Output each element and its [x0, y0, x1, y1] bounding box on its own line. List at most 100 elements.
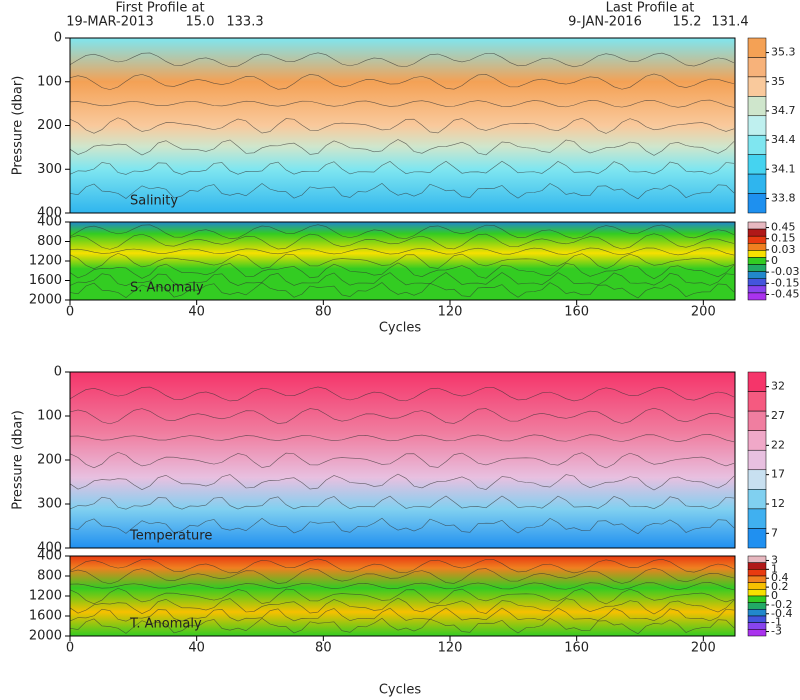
- first-label: First Profile at: [115, 1, 204, 16]
- x-tick-label: 120: [438, 305, 463, 320]
- colorbar-label: 17: [771, 468, 785, 481]
- y-tick-label: 1200: [29, 254, 62, 269]
- contour-line: [69, 451, 735, 469]
- colorbar-swatch: [747, 193, 767, 214]
- y-tick-label: 800: [37, 569, 62, 584]
- colorbar-swatch: [747, 57, 767, 78]
- colorbar-label: -1: [771, 616, 782, 629]
- x-tick-label: 160: [564, 305, 589, 320]
- x-axis-label: Cycles: [379, 321, 422, 336]
- colorbar-label: 34.1: [771, 162, 796, 175]
- colorbar-label: 0.03: [771, 243, 796, 256]
- colorbar-swatch: [747, 562, 767, 570]
- contour-line: [69, 272, 735, 286]
- colorbar-label: -0.03: [771, 265, 799, 278]
- colorbar-swatch: [747, 173, 767, 194]
- contour-line: [69, 434, 735, 443]
- colorbar-label: 22: [771, 438, 785, 451]
- y-tick-label: 100: [37, 74, 62, 89]
- colorbar-swatch: [747, 257, 767, 265]
- contour-line: [69, 517, 735, 535]
- y-tick-label: 100: [37, 409, 62, 424]
- colorbar-swatch: [747, 221, 767, 230]
- colorbar-label: 0.4: [771, 571, 789, 584]
- colorbar-swatch: [747, 430, 767, 451]
- colorbar-label: 12: [771, 497, 785, 510]
- colorbar-swatch: [747, 622, 767, 630]
- contour-line: [69, 262, 735, 280]
- colorbar-swatch: [747, 555, 767, 563]
- x-tick-label: 0: [66, 641, 74, 656]
- x-tick-label: 80: [315, 305, 332, 320]
- contour-line: [69, 495, 735, 510]
- colorbar-label: -0.2: [771, 598, 792, 611]
- x-axis-label: Cycles: [379, 683, 422, 698]
- y-axis-label: Pressure (dbar): [11, 76, 26, 176]
- colorbar-swatch: [747, 235, 767, 244]
- contour-line: [69, 607, 735, 622]
- colorbar-label: 35: [771, 75, 785, 88]
- y-tick-label: 1200: [29, 589, 62, 604]
- colorbar-label: 35.3: [771, 46, 796, 59]
- colorbar-swatch: [747, 595, 767, 603]
- colorbar-label: -0.15: [771, 276, 799, 289]
- colorbar-label: 0: [771, 589, 778, 602]
- last-lat: 15.2: [673, 15, 702, 30]
- contour-line: [69, 160, 735, 175]
- x-tick-label: 120: [438, 641, 463, 656]
- contour-line: [69, 386, 735, 402]
- colorbar-swatch: [747, 134, 767, 155]
- colorbar-label: 34.4: [771, 133, 796, 146]
- colorbar-swatch: [747, 569, 767, 577]
- colorbar-label: 0.2: [771, 580, 789, 593]
- colorbar-swatch: [747, 609, 767, 617]
- contour-line: [69, 52, 735, 68]
- panel-label: Salinity: [130, 194, 178, 209]
- colorbar-swatch: [747, 469, 767, 490]
- y-tick-label: 300: [37, 497, 62, 512]
- x-tick-label: 200: [691, 641, 716, 656]
- colorbar-swatch: [747, 449, 767, 471]
- colorbar-label: 0: [771, 254, 778, 267]
- colorbar-label: 34.7: [771, 104, 796, 117]
- colorbar-swatch: [747, 228, 767, 237]
- colorbar-swatch: [747, 76, 767, 97]
- x-tick-label: 40: [188, 305, 205, 320]
- colorbar-label: 1: [771, 562, 778, 575]
- x-tick-label: 160: [564, 641, 589, 656]
- y-tick-label: 0: [54, 31, 62, 46]
- colorbar-swatch: [747, 271, 767, 279]
- field: [70, 556, 735, 636]
- colorbar-label: -0.4: [771, 607, 792, 620]
- y-tick-label: 300: [37, 162, 62, 177]
- colorbar-label: 3: [771, 553, 778, 566]
- first-lat: 15.0: [186, 15, 215, 30]
- contour-line: [69, 597, 735, 615]
- y-tick-label: 200: [37, 453, 62, 468]
- contour-line: [69, 224, 735, 240]
- colorbar-label: 27: [771, 409, 785, 422]
- colorbar-label: -0.45: [771, 287, 799, 300]
- panel-label: Temperature: [129, 529, 212, 544]
- x-tick-label: 0: [66, 305, 74, 320]
- colorbar-swatch: [747, 615, 767, 623]
- colorbar-swatch: [747, 278, 767, 287]
- colorbar-swatch: [747, 264, 767, 272]
- contour-line: [69, 233, 735, 250]
- colorbar-label: 33.8: [771, 191, 796, 204]
- contour-line: [69, 617, 735, 635]
- colorbar-swatch: [747, 582, 767, 590]
- panel-label: S. Anomaly: [130, 281, 204, 296]
- last-lon: 131.4: [711, 15, 748, 30]
- contour-line: [69, 587, 735, 605]
- colorbar-swatch: [747, 489, 767, 510]
- field: [70, 38, 735, 213]
- y-tick-label: 200: [37, 118, 62, 133]
- colorbar-swatch: [747, 602, 767, 610]
- colorbar-swatch: [747, 589, 767, 597]
- contour-line: [69, 567, 735, 585]
- colorbar-swatch: [747, 508, 767, 529]
- last-label: Last Profile at: [606, 1, 695, 16]
- y-tick-label: 400: [37, 549, 62, 564]
- colorbar-swatch: [747, 629, 767, 637]
